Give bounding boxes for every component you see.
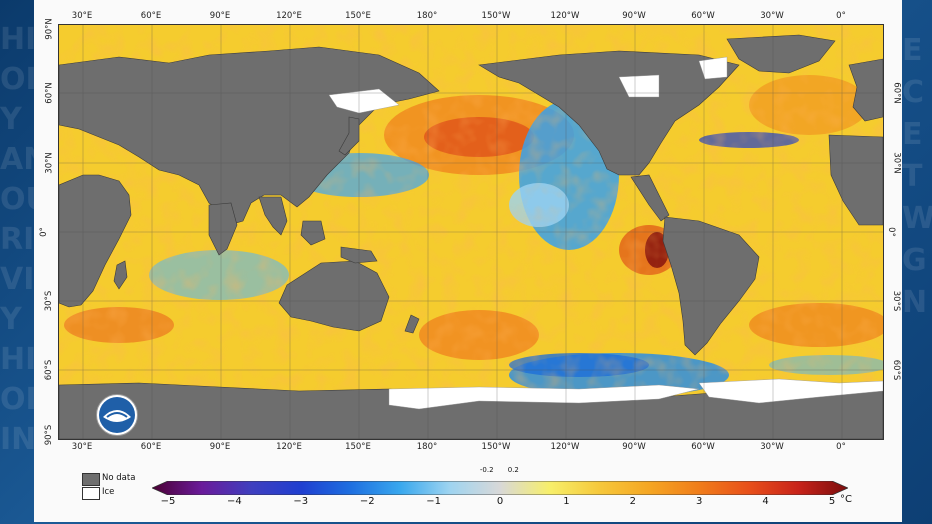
lat-label-left: 60°N [44, 82, 55, 104]
colorbar-tick-label: 0 [496, 496, 504, 507]
sea-ice [328, 56, 883, 410]
colorbar-unit: °C [840, 494, 852, 505]
lon-label-bottom: 90°E [209, 442, 231, 452]
background-pattern-left: HIOIYANOURINVIDYHICOIIN [0, 22, 40, 457]
land-borneo [300, 220, 326, 246]
lon-label-bottom: 60°W [691, 442, 715, 452]
sea-surface-temperature-anomaly-map [58, 24, 884, 440]
lon-label-bottom: 90°W [622, 442, 646, 452]
lat-label-right: 30°S [891, 290, 902, 312]
colorbar-tick-label: 5 [828, 496, 836, 507]
land-new-zealand [404, 314, 420, 334]
colorbar-tick-label: −2 [359, 496, 375, 507]
lon-label-bottom: 120°E [276, 442, 302, 452]
land-eurasia [59, 46, 440, 226]
lon-label-top: 120°W [550, 11, 580, 21]
lon-label-bottom: 150°W [481, 442, 511, 452]
lon-label-top: 60°W [691, 11, 715, 21]
noaa-logo-graphic [99, 397, 135, 433]
colorbar-graphic [151, 480, 849, 496]
land-greenland [726, 34, 836, 74]
no-data-swatch [82, 473, 100, 486]
sea-ice-arctic-pacific [328, 88, 400, 114]
land-australia [278, 260, 390, 332]
lat-label-right: 0° [885, 227, 896, 237]
colorbar [151, 480, 849, 496]
lon-label-bottom: 120°W [550, 442, 580, 452]
no-data-label: No data [102, 473, 136, 483]
sea-ice-greenland [698, 56, 728, 80]
colorbar-gradient [151, 480, 849, 496]
land-central-america [630, 174, 670, 222]
land-south-america [662, 216, 760, 356]
lat-label-left: 0° [38, 227, 49, 237]
ice-swatch [82, 487, 100, 500]
lon-label-top: 30°E [71, 11, 93, 21]
colorbar-tick-label: 2 [629, 496, 636, 507]
lat-label-left: 90°N [44, 18, 55, 40]
lat-label-left: 90°S [44, 424, 55, 446]
lon-label-top: 180° [416, 11, 438, 21]
land-india [208, 202, 238, 256]
colorbar-tick-label: 3 [696, 496, 703, 507]
colorbar-tick-label: −4 [227, 496, 242, 507]
lon-label-top: 90°E [209, 11, 231, 21]
land-north-america [478, 50, 740, 176]
noaa-logo [96, 394, 138, 436]
lat-label-left: 30°S [44, 290, 55, 312]
lon-label-bottom: 30°W [760, 442, 784, 452]
map-figure-panel: 30°E 60°E 90°E 120°E 150°E 180° 150°W 12… [34, 0, 902, 522]
lat-label-right: 60°N [891, 82, 902, 104]
sea-ice-antarctic-pacific [388, 384, 700, 410]
lon-label-top: 90°W [622, 11, 646, 21]
colorbar-tick-label: −5 [160, 496, 176, 507]
land-europe-west [848, 58, 883, 122]
lon-label-bottom: 0° [836, 442, 846, 452]
colorbar-tick-label: −1 [426, 496, 441, 507]
lat-label-right: 30°N [891, 152, 902, 174]
map-canvas [59, 25, 883, 439]
lon-label-top: 60°E [140, 11, 162, 21]
colorbar-tick-label: −3 [293, 496, 309, 507]
colorbar-small-tick-label: -0.2 [479, 466, 494, 474]
colorbar-tick-label: 4 [762, 496, 769, 507]
lon-label-bottom: 150°E [345, 442, 371, 452]
lat-label-left: 60°S [44, 359, 55, 381]
colorbar-tick-label: 1 [563, 496, 570, 507]
lon-label-top: 150°W [481, 11, 511, 21]
lon-label-bottom: 180° [416, 442, 438, 452]
sea-ice-hudson [618, 74, 660, 98]
lon-label-bottom: 30°E [71, 442, 93, 452]
graticule [59, 25, 883, 439]
lat-label-right: 60°S [891, 359, 902, 381]
lat-label-left: 30°N [44, 152, 55, 174]
lon-label-top: 0° [836, 11, 846, 21]
land-west-africa [828, 134, 883, 226]
land-indochina [258, 196, 288, 236]
lon-label-bottom: 60°E [140, 442, 162, 452]
colorbar-small-tick-label: 0.2 [507, 466, 519, 474]
land-africa [59, 174, 132, 308]
sea-ice-antarctic-atlantic [698, 378, 883, 404]
land-madagascar [113, 260, 128, 290]
lon-label-top: 150°E [345, 11, 371, 21]
lon-label-top: 30°W [760, 11, 784, 21]
land-masses [59, 34, 883, 439]
lon-label-top: 120°E [276, 11, 302, 21]
ice-label: Ice [102, 487, 115, 497]
